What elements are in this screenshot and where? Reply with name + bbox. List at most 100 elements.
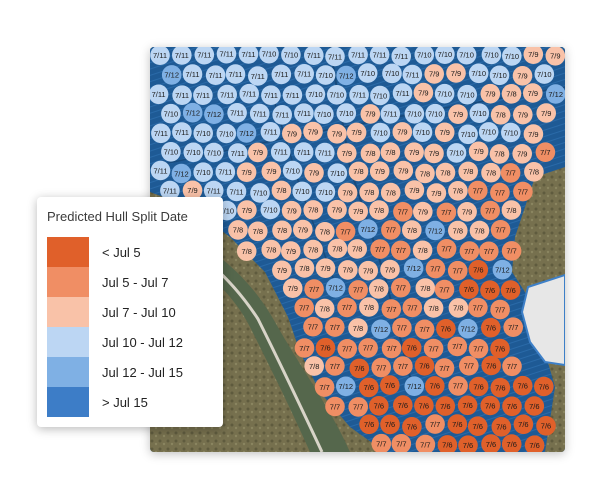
tree-marker[interactable]: 7/7 [500,163,521,183]
tree-marker[interactable]: 7/11 [249,103,270,124]
tree-marker[interactable]: 7/8 [294,258,315,278]
tree-marker[interactable]: 7/6 [513,414,534,435]
tree-marker[interactable]: 7/9 [369,161,390,181]
tree-marker[interactable]: 7/10 [357,63,378,83]
tree-marker[interactable]: 7/7 [371,433,392,452]
tree-marker[interactable]: 7/6 [481,317,501,338]
tree-marker[interactable]: 7/7 [425,414,445,434]
tree-marker[interactable]: 7/10 [382,63,402,84]
tree-marker[interactable]: 7/7 [423,338,444,359]
tree-marker[interactable]: 7/9 [413,82,434,103]
tree-marker[interactable]: 7/7 [402,297,423,318]
tree-marker[interactable]: 7/12 [371,319,391,340]
tree-marker[interactable]: 7/11 [226,181,247,202]
tree-marker[interactable]: 7/7 [425,258,446,279]
tree-marker[interactable]: 7/8 [347,239,367,259]
tree-marker[interactable]: 7/9 [337,143,357,163]
tree-marker[interactable]: 7/6 [480,395,501,416]
tree-marker[interactable]: 7/7 [468,338,489,359]
tree-marker[interactable]: 7/11 [349,84,369,105]
tree-marker[interactable]: 7/9 [293,219,313,240]
tree-marker[interactable]: 7/9 [523,124,544,144]
tree-marker[interactable]: 7/9 [327,199,347,220]
tree-marker[interactable]: 7/10 [435,47,455,64]
tree-marker[interactable]: 7/8 [415,163,435,184]
tree-marker[interactable]: 7/8 [359,182,379,203]
tree-marker[interactable]: 7/8 [448,220,468,241]
tree-marker[interactable]: 7/11 [271,64,292,85]
tree-marker[interactable]: 7/6 [524,396,545,416]
tree-marker[interactable]: 7/11 [380,104,401,124]
tree-marker[interactable]: 7/10 [161,103,181,124]
tree-marker[interactable]: 7/11 [160,180,180,201]
tree-marker[interactable]: 7/10 [282,160,303,181]
tree-marker[interactable]: 7/8 [236,241,257,261]
tree-marker[interactable]: 7/10 [281,47,301,65]
tree-marker[interactable]: 7/10 [468,63,489,84]
tree-marker[interactable]: 7/8 [315,222,335,242]
tree-marker[interactable]: 7/12 [404,376,425,397]
tree-marker[interactable]: 7/6 [369,396,389,416]
tree-marker[interactable]: 7/8 [489,144,510,164]
tree-marker[interactable]: 7/12 [545,84,565,104]
tree-marker[interactable]: 7/7 [436,202,457,223]
tree-marker[interactable]: 7/9 [512,144,532,164]
tree-marker[interactable]: 7/11 [294,64,314,84]
tree-marker[interactable]: 7/6 [459,279,479,299]
tree-marker[interactable]: 7/6 [458,435,478,452]
tree-marker[interactable]: 7/7 [371,357,391,378]
tree-marker[interactable]: 7/7 [391,240,411,261]
tree-marker[interactable]: 7/10 [259,47,279,64]
tree-marker[interactable]: 7/9 [426,183,447,203]
tree-marker[interactable]: 7/9 [182,180,203,201]
tree-marker[interactable]: 7/10 [336,103,357,123]
tree-marker[interactable]: 7/11 [203,180,224,201]
tree-marker[interactable]: 7/8 [248,221,268,242]
tree-marker[interactable]: 7/6 [414,395,434,416]
tree-marker[interactable]: 7/9 [523,83,543,103]
tree-marker[interactable]: 7/7 [447,336,468,357]
tree-marker[interactable]: 7/8 [360,143,381,164]
tree-marker[interactable]: 7/6 [380,375,400,395]
tree-marker[interactable]: 7/7 [358,338,378,358]
tree-marker[interactable]: 7/12 [336,376,356,397]
tree-marker[interactable]: 7/10 [489,65,510,86]
tree-marker[interactable]: 7/11 [215,162,236,182]
tree-marker[interactable]: 7/10 [446,143,467,163]
tree-marker[interactable]: 7/9 [545,47,566,66]
tree-marker[interactable]: 7/11 [270,142,291,162]
tree-marker[interactable]: 7/11 [282,85,303,105]
tree-marker[interactable]: 7/9 [536,103,556,123]
tree-marker[interactable]: 7/8 [369,200,389,220]
tree-marker[interactable]: 7/7 [325,317,345,337]
tree-marker[interactable]: 7/6 [501,434,522,452]
tree-marker[interactable]: 7/11 [227,103,247,123]
tree-marker[interactable]: 7/7 [434,358,455,378]
tree-marker[interactable]: 7/6 [414,356,435,376]
tree-marker[interactable]: 7/7 [393,356,413,376]
tree-marker[interactable]: 7/9 [304,163,324,183]
tree-marker[interactable]: 7/8 [272,220,292,241]
tree-marker[interactable]: 7/12 [204,104,224,124]
tree-marker[interactable]: 7/9 [236,162,257,182]
tree-marker[interactable]: 7/8 [327,238,348,259]
tree-marker[interactable]: 7/10 [292,181,312,202]
tree-marker[interactable]: 7/7 [348,280,368,300]
tree-marker[interactable]: 7/9 [281,241,301,261]
tree-marker[interactable]: 7/7 [480,200,501,221]
tree-marker[interactable]: 7/8 [501,84,522,104]
tree-marker[interactable]: 7/9 [303,121,323,142]
tree-marker[interactable]: 7/11 [182,64,203,84]
tree-marker[interactable]: 7/11 [392,83,413,103]
tree-marker[interactable]: 7/9 [424,143,444,164]
tree-marker[interactable]: 7/11 [150,84,169,105]
tree-marker[interactable]: 7/7 [381,220,401,240]
tree-marker[interactable]: 7/9 [434,122,455,143]
tree-marker[interactable]: 7/6 [502,396,522,417]
tree-marker[interactable]: 7/10 [481,47,502,65]
tree-marker[interactable]: 7/11 [294,103,314,123]
tree-marker[interactable]: 7/11 [391,47,411,66]
tree-marker[interactable]: 7/11 [348,47,368,65]
tree-marker[interactable]: 7/10 [305,84,326,104]
tree-marker[interactable]: 7/10 [412,122,433,142]
